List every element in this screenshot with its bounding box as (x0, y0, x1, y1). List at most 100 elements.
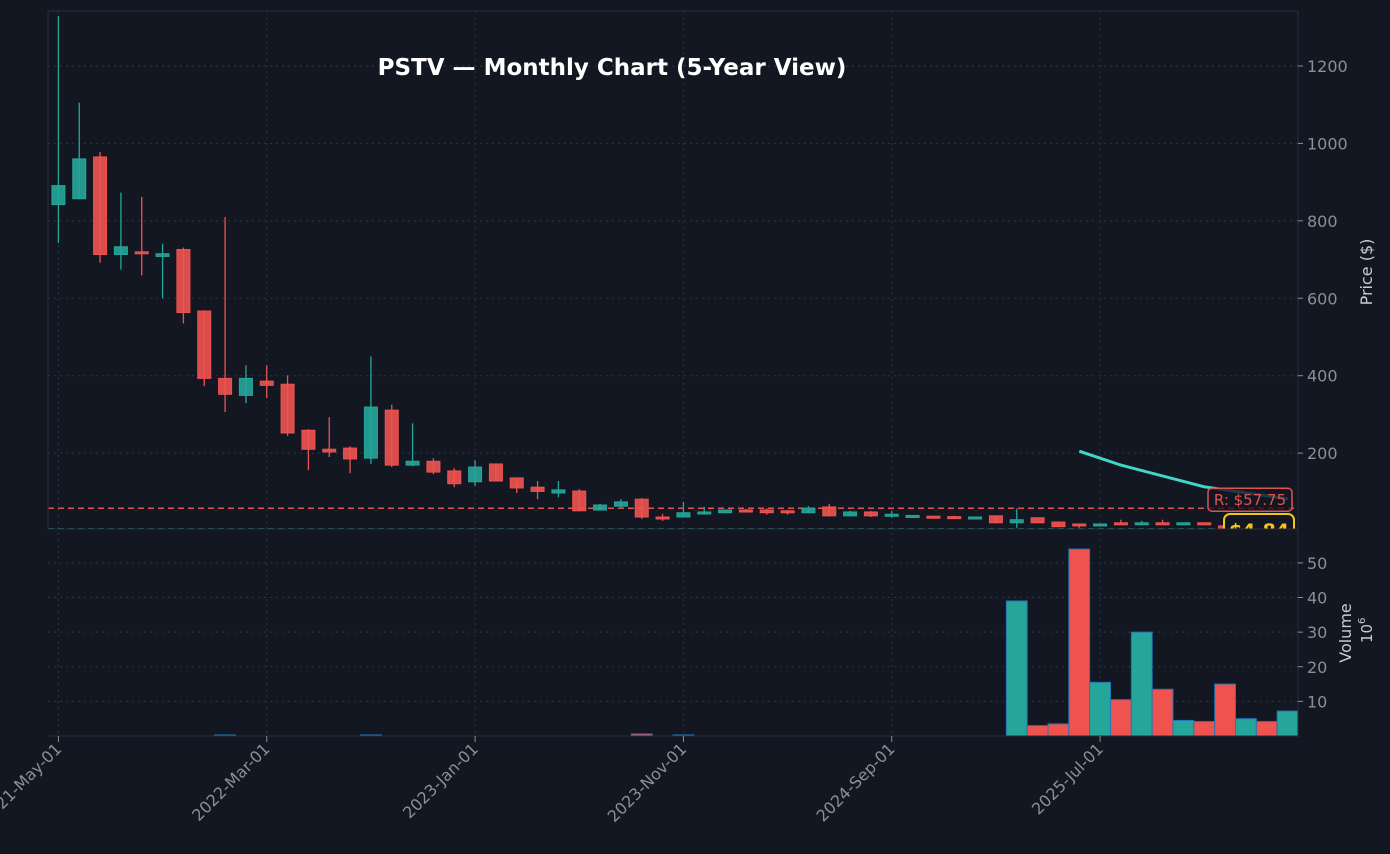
candle-body (1113, 522, 1128, 526)
candle (384, 404, 399, 468)
candle (968, 516, 983, 520)
volume-bar (1089, 681, 1111, 737)
candle-body (468, 466, 483, 483)
candle (280, 375, 295, 437)
candle-body (93, 156, 108, 256)
candle-body (197, 310, 212, 379)
volume-multiplier-exp: 6 (1357, 618, 1368, 624)
candle-body (759, 509, 774, 514)
volume-bar (1214, 683, 1236, 737)
candle-body (363, 406, 378, 459)
volume-tick-label: 30 (1307, 623, 1327, 642)
candle-body (1197, 522, 1212, 526)
candle (72, 102, 87, 200)
volume-bar (1130, 631, 1153, 737)
candle-body (843, 511, 858, 517)
volume-bar (1110, 699, 1132, 737)
volume-bar (1172, 719, 1195, 737)
candle-body (926, 515, 941, 519)
candle (1051, 521, 1066, 528)
candle-body (822, 506, 837, 517)
candle (947, 515, 962, 520)
price-tick-label: 1200 (1307, 57, 1348, 76)
candle-body (72, 158, 87, 200)
volume-tick-label: 10 (1307, 692, 1327, 711)
candle (426, 458, 441, 475)
price-panel: R: $57.75 $4.84 (48, 16, 1298, 542)
candle-body (676, 512, 691, 518)
candle-body (593, 504, 608, 511)
candle (780, 510, 795, 515)
chart-title: PSTV — Monthly Chart (5-Year View) (378, 55, 847, 81)
candle-body (343, 447, 358, 460)
volume-bar (1151, 688, 1174, 737)
current-price-badge-label: $4.84 (1229, 520, 1289, 542)
candle (634, 498, 649, 519)
candle (676, 501, 691, 518)
volume-bar (1255, 720, 1278, 737)
candle (1197, 522, 1212, 526)
candle (988, 515, 1003, 524)
candle (1134, 520, 1149, 526)
candle-body (1093, 523, 1108, 527)
candle (488, 463, 503, 482)
candle-body (238, 377, 253, 396)
price-panel-frame (47, 10, 1299, 530)
candle (197, 310, 212, 387)
candle (113, 192, 128, 270)
candle (509, 477, 524, 493)
candle-body (780, 510, 795, 514)
candle (1113, 519, 1128, 526)
candle (343, 446, 358, 474)
candle-body (988, 515, 1003, 524)
resistance-badge-label: R: $57.75 (1214, 491, 1286, 509)
candle (530, 480, 545, 500)
volume-multiplier-base: 10 (1358, 624, 1376, 643)
candle-body (551, 489, 566, 494)
candle-body (280, 383, 295, 434)
candle (259, 365, 274, 399)
volume-tick-label: 50 (1307, 554, 1327, 573)
candle (1093, 523, 1108, 527)
candle-body (801, 507, 816, 514)
candle-body (322, 448, 337, 453)
resistance-badge-box (1207, 487, 1293, 512)
candle-body (1030, 517, 1045, 524)
candle (1072, 523, 1087, 528)
candle (905, 514, 920, 518)
candle-body (863, 511, 878, 517)
volume-bar (1026, 725, 1049, 737)
candle (593, 503, 608, 511)
price-tick-label: 200 (1307, 444, 1338, 463)
candle (655, 513, 670, 521)
price-axis-label: Price ($) (1357, 239, 1376, 306)
candle-body (488, 463, 503, 482)
candle-body (426, 460, 441, 473)
candle-body (405, 460, 420, 466)
volume-bar (1276, 710, 1299, 737)
candle-body (613, 501, 628, 507)
candle (863, 510, 878, 517)
candle-body (113, 246, 128, 256)
candle (238, 365, 253, 404)
candle (1009, 508, 1024, 528)
candle (218, 216, 233, 413)
volume-bar (1193, 720, 1216, 737)
price-tick-label: 1000 (1307, 134, 1348, 153)
candle (551, 480, 566, 498)
volume-multiplier: 10 6 (1357, 618, 1376, 643)
candle (613, 499, 628, 509)
candle-body (218, 377, 233, 395)
price-tick-label: 800 (1307, 212, 1338, 231)
volume-tick-label: 40 (1307, 589, 1327, 608)
candle-body (530, 486, 545, 492)
candle (155, 243, 170, 299)
candle (801, 506, 816, 514)
candle-body (1155, 522, 1170, 526)
candle-body (884, 513, 899, 517)
candle-body (738, 509, 753, 513)
candle-body (176, 248, 191, 314)
candle-body (1134, 522, 1149, 526)
candle (1155, 519, 1170, 526)
candle (51, 16, 66, 243)
